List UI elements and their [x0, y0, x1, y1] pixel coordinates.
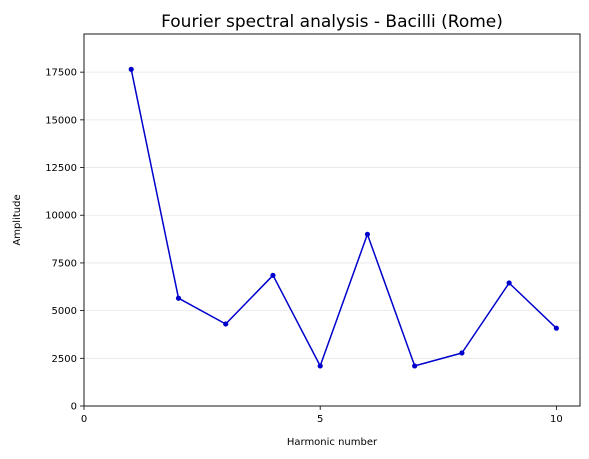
- y-tick-label: 0: [71, 402, 77, 413]
- data-point: [175, 295, 182, 301]
- data-point: [270, 272, 276, 278]
- data-point: [506, 280, 512, 286]
- grid-lines: [84, 71, 580, 359]
- y-tick-label: 7500: [52, 258, 77, 269]
- y-axis: 0 2500 5000 7500 10000 12500 15000 17500: [45, 68, 84, 413]
- data-point: [223, 321, 229, 327]
- plot-frame: [83, 33, 581, 407]
- data-point: [459, 350, 465, 356]
- chart-title: Fourier spectral analysis - Bacilli (Rom…: [161, 12, 503, 32]
- data-point: [412, 363, 418, 369]
- data-point: [553, 325, 559, 331]
- x-axis: 0 5 10: [81, 406, 563, 425]
- y-tick-label: 12500: [45, 163, 77, 174]
- data-point: [317, 363, 323, 369]
- y-tick-label: 2500: [52, 354, 77, 365]
- series-layer: [128, 66, 559, 369]
- x-tick-label: 10: [550, 414, 563, 425]
- y-tick-label: 15000: [45, 115, 77, 126]
- y-axis-label: Amplitude: [12, 194, 23, 245]
- data-point: [364, 231, 371, 237]
- y-tick-label: 10000: [45, 211, 77, 222]
- y-tick-label: 5000: [52, 306, 77, 317]
- y-tick-label: 17500: [45, 68, 77, 79]
- x-axis-label: Harmonic number: [287, 437, 378, 448]
- x-tick-label: 0: [81, 414, 87, 425]
- x-tick-label: 5: [317, 414, 323, 425]
- data-point: [128, 66, 134, 72]
- series-line: [130, 69, 557, 367]
